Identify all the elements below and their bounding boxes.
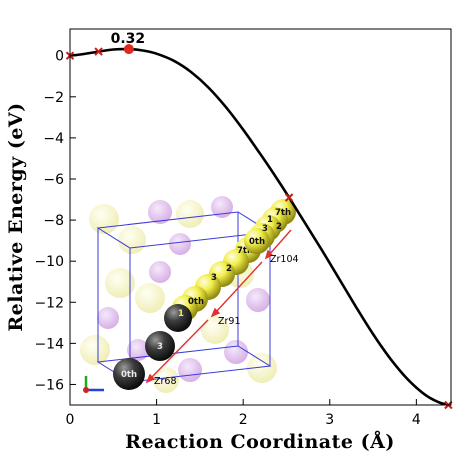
faded-o-atom [211,196,233,218]
atomic-structure-inset: 3 0th 7th 3 2 0th 1 7th 1 3 [80,196,299,393]
faded-o-atom [127,339,149,361]
dark-atom [113,358,145,390]
y-tick-label: −14 [34,336,64,352]
faded-zr-atom [176,200,204,228]
x-tick-label: 2 [239,412,248,428]
atom-label: 3 [157,342,163,352]
atom-label: 1 [178,309,184,319]
atom-label: 2 [276,222,282,232]
faded-zr-atom [201,316,229,344]
site-label-zr91: Zr91 [218,316,241,327]
faded-zr-atom [80,335,110,365]
faded-zr-atom [135,283,165,313]
y-tick-label: −6 [43,172,64,188]
y-tick-label: −10 [34,254,64,270]
atom-label: 1 [267,215,273,225]
faded-o-atom [97,307,119,329]
transition-state-label: 0.32 [111,31,146,47]
faded-zr-atom [89,204,119,234]
faded-zr-atom [153,367,179,393]
faded-o-atom [224,340,248,364]
dark-atom [145,331,175,361]
atom-label: 0th [121,370,137,380]
faded-o-atom [148,200,172,224]
faded-zr-atom [118,226,146,254]
atom-label: 3 [211,273,217,283]
atom-label: 3 [262,224,268,234]
path-atoms-bottom: 3 0th [113,331,175,390]
yellow-atom [244,228,270,254]
image-marker [284,193,294,202]
atom-label: 7th [275,208,291,218]
plot-frame [69,28,452,406]
y-tick-label: −2 [43,90,64,106]
x-tick-label: 4 [412,412,421,428]
faded-lattice-atoms [80,196,277,393]
atom-label: 7th [237,246,253,256]
atom-label: 0th [188,297,204,307]
faded-zr-atom [105,268,135,298]
site-label-zr104: Zr104 [270,254,299,265]
migration-arrows [145,229,292,384]
faded-o-atom [169,233,191,255]
y-tick-label: −12 [34,295,64,311]
faded-o-atom [178,358,202,382]
faded-o-atom [149,261,171,283]
x-tick-label: 1 [152,412,161,428]
site-label-zr68: Zr68 [154,376,177,387]
y-tick-label: −16 [34,377,64,393]
transition-state-marker [123,44,134,55]
y-tick-label: 0 [55,49,64,65]
x-tick-label: 0 [66,412,75,428]
y-axis-ticks: 0 −2 −4 −6 −8 −10 −12 −14 −16 [34,49,76,393]
atom-label: 0th [249,237,265,247]
atom-label: 2 [226,264,232,274]
y-axis-label: Relative Energy (eV) [5,102,27,331]
x-axis-label: Reaction Coordinate (Å) [125,430,395,453]
path-atoms-top: 7th 1 3 2 0th [244,199,296,254]
image-marker [94,47,103,56]
x-tick-label: 3 [325,412,334,428]
faded-o-atom [246,288,270,312]
y-tick-label: −4 [43,131,64,147]
dark-atom [164,304,192,332]
x-axis-ticks: 0 1 2 3 4 [66,399,421,428]
axes-triad-icon [83,376,104,393]
y-tick-label: −8 [43,213,64,229]
